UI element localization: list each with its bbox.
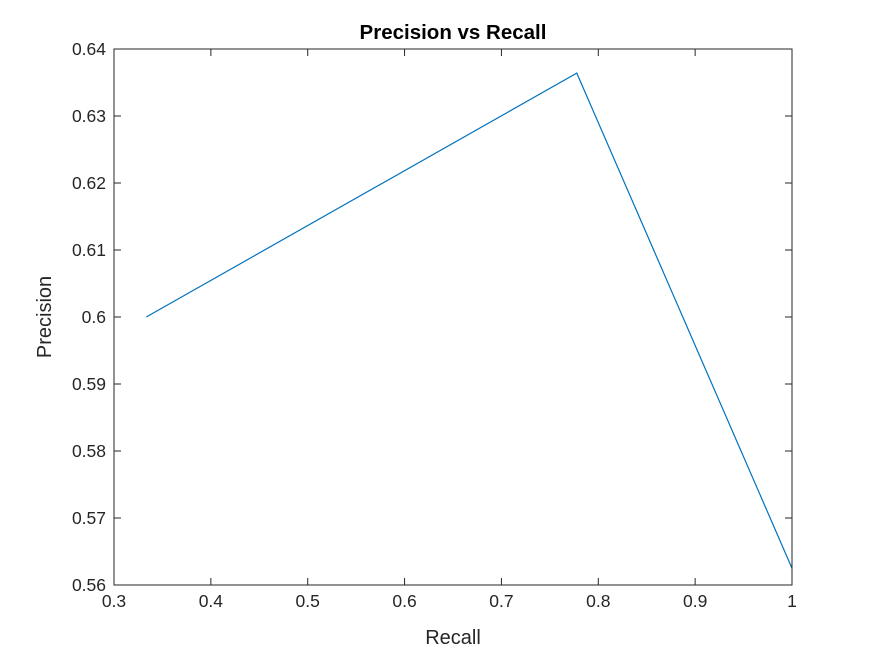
chart-title: Precision vs Recall: [360, 21, 547, 44]
plot-area: [114, 49, 792, 585]
y-tick-label: 0.58: [72, 441, 106, 461]
y-tick-label: 0.59: [72, 374, 106, 394]
y-tick-label: 0.6: [82, 307, 106, 327]
x-axis-ticks: [113, 49, 793, 585]
x-tick-label: 1: [787, 591, 797, 611]
series-layer: [145, 72, 793, 569]
x-tick-label: 0.8: [586, 591, 610, 611]
x-tick-label: 0.4: [199, 591, 224, 611]
y-tick-label: 0.56: [72, 575, 106, 595]
y-tick-label: 0.64: [72, 39, 106, 59]
x-tick-label: 0.6: [392, 591, 416, 611]
x-tick-label: 0.9: [683, 591, 707, 611]
y-tick-label: 0.61: [72, 240, 106, 260]
x-tick-label: 0.5: [296, 591, 320, 611]
x-axis-title: Recall: [425, 627, 481, 649]
x-tick-label: 0.7: [489, 591, 513, 611]
axes-box: [113, 48, 793, 586]
y-tick-label: 0.63: [72, 106, 106, 126]
x-axis-tick-labels: 0.3 0.4 0.5 0.6 0.7 0.8 0.9 1: [102, 591, 797, 611]
y-tick-label: 0.62: [72, 173, 106, 193]
x-tick-label: 0.3: [102, 591, 126, 611]
series-line: [145, 72, 793, 569]
y-axis-title: Precision: [34, 276, 56, 358]
y-tick-label: 0.57: [72, 508, 106, 528]
y-axis-tick-labels: 0.56 0.57 0.58 0.59 0.6 0.61 0.62 0.63 0.64: [72, 39, 106, 595]
